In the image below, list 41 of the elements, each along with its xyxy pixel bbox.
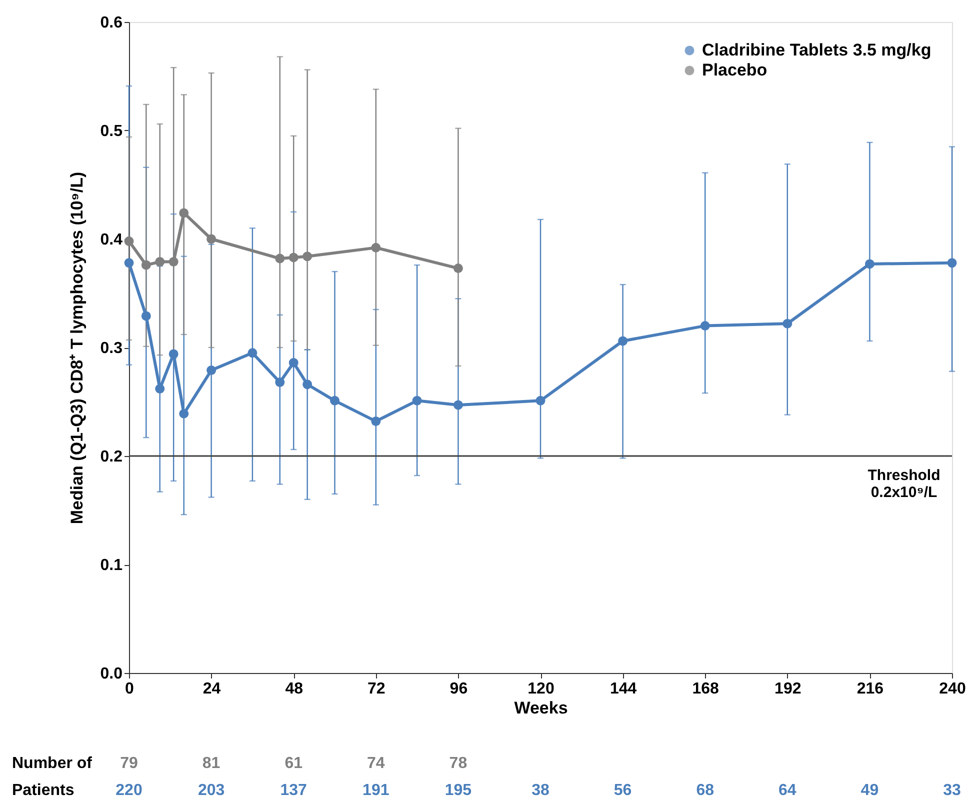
legend-label: Placebo (702, 60, 768, 80)
x-axis-title: Weeks (514, 698, 568, 718)
text: 81 (202, 755, 220, 772)
text: 78 (449, 755, 468, 772)
y-axis-title: Median (Q1-Q3) CD8⁺ T lymphocytes (10⁹/L) (67, 172, 86, 524)
x-tick-label: 24 (202, 680, 221, 698)
text: 68 (696, 782, 714, 799)
text: 64 (778, 782, 796, 799)
y-tick-label: 0.5 (100, 123, 123, 140)
text: Number of (12, 755, 93, 772)
text: 220 (116, 782, 142, 799)
x-tick-label: 72 (368, 680, 386, 698)
x-tick-label: 0 (125, 680, 134, 698)
ref-line-label: Threshold 0.2x10⁹/L (868, 467, 940, 501)
x-tick-label: 120 (528, 680, 554, 698)
x-tick-label: 144 (610, 680, 637, 698)
text: 49 (860, 782, 879, 799)
y-tick-label: 0.2 (100, 448, 123, 466)
x-tick-label: 216 (856, 680, 884, 698)
x-tick-label: 192 (774, 680, 802, 698)
y-tick-label: 0.6 (100, 14, 123, 32)
x-tick-label: 96 (450, 680, 468, 698)
text: 79 (120, 755, 138, 772)
text: 137 (280, 782, 308, 799)
text: 203 (198, 782, 225, 799)
text: 195 (444, 782, 472, 799)
y-tick-label: 0.4 (100, 232, 123, 248)
text: Patients (12, 782, 74, 799)
x-tick-label: 168 (692, 680, 720, 698)
text: 56 (614, 782, 632, 799)
x-tick-label: 240 (939, 680, 966, 698)
y-tick-label: 0.0 (100, 666, 123, 682)
text: 74 (367, 755, 385, 772)
text: 33 (943, 782, 961, 799)
text: 191 (362, 782, 390, 799)
x-tick-label: 48 (285, 680, 304, 698)
text: 61 (284, 755, 303, 772)
legend-label: Cladribine Tablets 3.5 mg/kg (702, 40, 932, 60)
y-tick-label: 0.1 (100, 557, 123, 574)
y-tick-label: 0.3 (100, 340, 123, 357)
text: 38 (532, 782, 550, 799)
